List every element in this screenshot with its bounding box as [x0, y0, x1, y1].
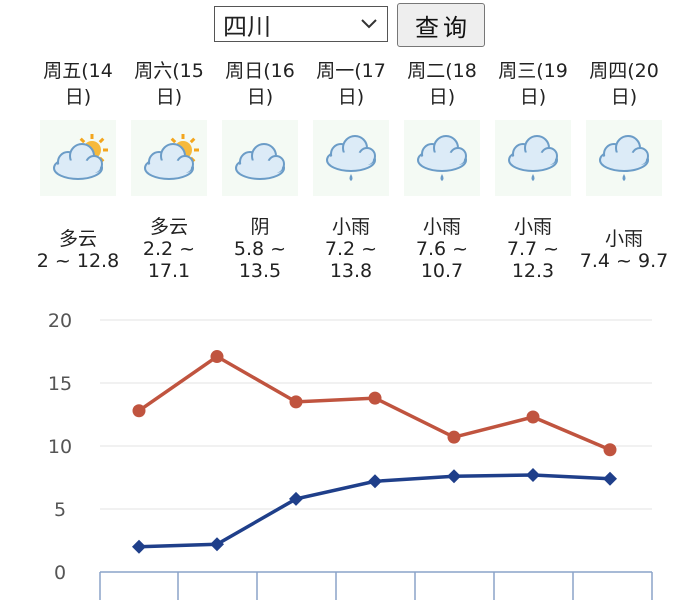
weather-text: 小雨 — [331, 216, 370, 238]
forecast-day: 周日(16日) 阴 5.8 ~ 13.5 — [214, 58, 306, 282]
weather-text: 阴 — [250, 216, 270, 238]
temperature-range: 7.6 ~ 10.7 — [415, 238, 469, 282]
day-label: 周三(19日) — [498, 60, 568, 108]
high-temp-point — [210, 350, 224, 364]
temperature-chart-svg: 0 5 10 15 20 — [48, 310, 653, 600]
low-temp-point — [368, 474, 382, 489]
high-temp-point — [447, 430, 461, 444]
overcast-icon — [222, 120, 298, 196]
temperature-range: 5.8 ~ 13.5 — [233, 238, 287, 282]
weather-summary: 小雨 7.4 ~ 9.7 — [568, 228, 680, 272]
high-temp-point — [289, 395, 303, 409]
weather-summary: 阴 5.8 ~ 13.5 — [218, 216, 302, 282]
partly-cloudy-icon — [40, 120, 116, 196]
forecast-days: 周五(14日) 多云 2 ~ 12.8 周六(15日) 多云 2.2 ~ 17.1 周日(1… — [30, 58, 680, 298]
y-tick-label: 10 — [48, 436, 72, 458]
high-temp-point — [368, 391, 382, 405]
low-temp-point — [132, 539, 146, 554]
day-label: 周日(16日) — [225, 60, 295, 108]
forecast-day: 周五(14日) 多云 2 ~ 12.8 — [32, 58, 124, 272]
query-button[interactable]: 查询 — [397, 3, 485, 47]
day-label: 周六(15日) — [134, 60, 204, 108]
light-rain-icon — [495, 120, 571, 196]
partly-cloudy-icon — [131, 120, 207, 196]
weather-text: 多云 — [149, 216, 188, 238]
weather-summary: 小雨 7.7 ~ 12.3 — [491, 216, 575, 282]
light-rain-icon — [404, 120, 480, 196]
low-temp-point — [526, 467, 540, 482]
day-label: 周一(17日) — [316, 60, 386, 108]
weather-summary: 小雨 7.6 ~ 10.7 — [400, 216, 484, 282]
temperature-range: 7.4 ~ 9.7 — [579, 250, 669, 272]
chevron-down-icon — [361, 19, 377, 29]
temperature-range: 2 ~ 12.8 — [36, 250, 120, 272]
province-select-value: 四川 — [223, 12, 271, 41]
low-temp-point — [603, 471, 617, 486]
low-temp-point — [210, 537, 224, 552]
low-temp-point — [447, 469, 461, 484]
temperature-range: 7.7 ~ 12.3 — [506, 238, 560, 282]
high-temp-point — [526, 410, 540, 424]
weather-text: 小雨 — [604, 228, 643, 250]
y-tick-label: 15 — [48, 373, 72, 395]
y-tick-label: 5 — [54, 499, 66, 521]
temperature-chart: 0 5 10 15 20 — [0, 300, 700, 609]
weather-summary: 小雨 7.2 ~ 13.8 — [309, 216, 393, 282]
high-temp-point — [132, 404, 146, 418]
weather-text: 多云 — [58, 228, 97, 250]
low-temp-point — [289, 491, 303, 506]
weather-summary: 多云 2 ~ 12.8 — [22, 228, 134, 272]
weather-text: 小雨 — [513, 216, 552, 238]
temperature-range: 2.2 ~ 17.1 — [142, 238, 196, 282]
y-tick-label: 20 — [48, 310, 72, 332]
day-label: 周五(14日) — [43, 60, 113, 108]
weather-summary: 多云 2.2 ~ 17.1 — [127, 216, 211, 282]
temperature-range: 7.2 ~ 13.8 — [324, 238, 378, 282]
day-label: 周四(20日) — [589, 60, 659, 108]
light-rain-icon — [313, 120, 389, 196]
forecast-day: 周四(20日) 小雨 7.4 ~ 9.7 — [578, 58, 670, 272]
forecast-day: 周一(17日) 小雨 7.2 ~ 13.8 — [305, 58, 397, 282]
forecast-day: 周六(15日) 多云 2.2 ~ 17.1 — [123, 58, 215, 282]
light-rain-icon — [586, 120, 662, 196]
top-bar: 四川 查询 — [0, 0, 700, 52]
province-select[interactable]: 四川 — [214, 6, 388, 42]
forecast-day: 周二(18日) 小雨 7.6 ~ 10.7 — [396, 58, 488, 282]
weather-text: 小雨 — [422, 216, 461, 238]
high-temp-point — [603, 443, 617, 457]
forecast-day: 周三(19日) 小雨 7.7 ~ 12.3 — [487, 58, 579, 282]
day-label: 周二(18日) — [407, 60, 477, 108]
y-tick-label: 0 — [54, 562, 66, 584]
